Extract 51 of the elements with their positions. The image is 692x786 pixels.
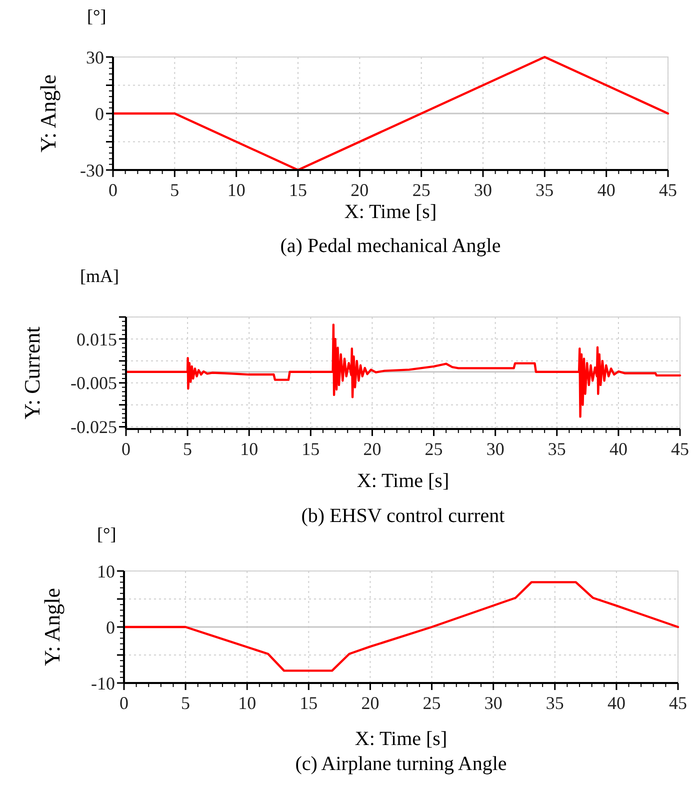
x-tick-label: 35 — [546, 693, 564, 713]
x-axis-title: X: Time [s] — [356, 470, 450, 492]
x-tick-label: 30 — [484, 693, 502, 713]
line-series — [122, 581, 680, 672]
x-tick-label: 25 — [412, 180, 430, 200]
x-tick-label: 45 — [659, 180, 677, 200]
y-axis-title: Y: Angle — [36, 74, 61, 153]
text: [°] — [87, 6, 106, 26]
x-tick-label: 5 — [170, 180, 180, 200]
text: (a) Pedal mechanical Angle — [280, 235, 501, 257]
x-tick-label: 25 — [424, 439, 443, 459]
x-tick-label: 15 — [302, 439, 320, 459]
text: (c) Airplane turning Angle — [295, 753, 507, 775]
x-tick-label: 45 — [671, 439, 689, 459]
x-tick-label: 5 — [181, 693, 190, 713]
y-axis-title: Y: Current — [20, 326, 45, 420]
y-tick-label: 0 — [95, 104, 104, 124]
x-tick-label: 10 — [227, 180, 246, 200]
x-tick-label: 5 — [183, 439, 192, 459]
x-tick-label: 20 — [361, 693, 380, 713]
x-tick-label: 45 — [669, 693, 687, 713]
text: (b) EHSV control current — [301, 505, 506, 527]
text: [mA] — [80, 266, 119, 286]
x-tick-label: 30 — [486, 439, 504, 459]
y-tick-label: 0 — [106, 617, 115, 638]
y-tick-label: 0.015 — [76, 329, 117, 350]
y-tick-label: 10 — [97, 561, 115, 582]
x-tick-label: 0 — [122, 439, 130, 459]
y-tick-label: 30 — [86, 47, 104, 68]
x-tick-label: 40 — [609, 439, 628, 459]
line-series — [124, 324, 682, 418]
x-tick-label: 10 — [240, 439, 258, 459]
x-tick-label: 20 — [363, 439, 382, 459]
y-axis-title: Y: Angle — [40, 588, 65, 666]
x-tick-label: 25 — [422, 693, 441, 713]
x-tick-label: 30 — [474, 180, 492, 200]
y-tick-label: -0.025 — [70, 417, 117, 438]
y-tick-label: -10 — [91, 673, 115, 694]
x-axis-title: X: Time [s] — [344, 201, 437, 223]
text: [°] — [97, 524, 116, 544]
x-axis-title: X: Time [s] — [354, 728, 448, 750]
x-tick-label: 35 — [548, 439, 566, 459]
y-tick-label: -0.005 — [70, 373, 117, 394]
x-tick-label: 40 — [597, 180, 616, 200]
x-tick-label: 35 — [536, 180, 554, 200]
x-tick-label: 15 — [300, 693, 318, 713]
x-tick-label: 15 — [289, 180, 307, 200]
x-tick-label: 10 — [238, 693, 256, 713]
x-tick-label: 20 — [350, 180, 369, 200]
x-tick-label: 40 — [607, 693, 626, 713]
y-tick-label: -30 — [80, 160, 104, 180]
